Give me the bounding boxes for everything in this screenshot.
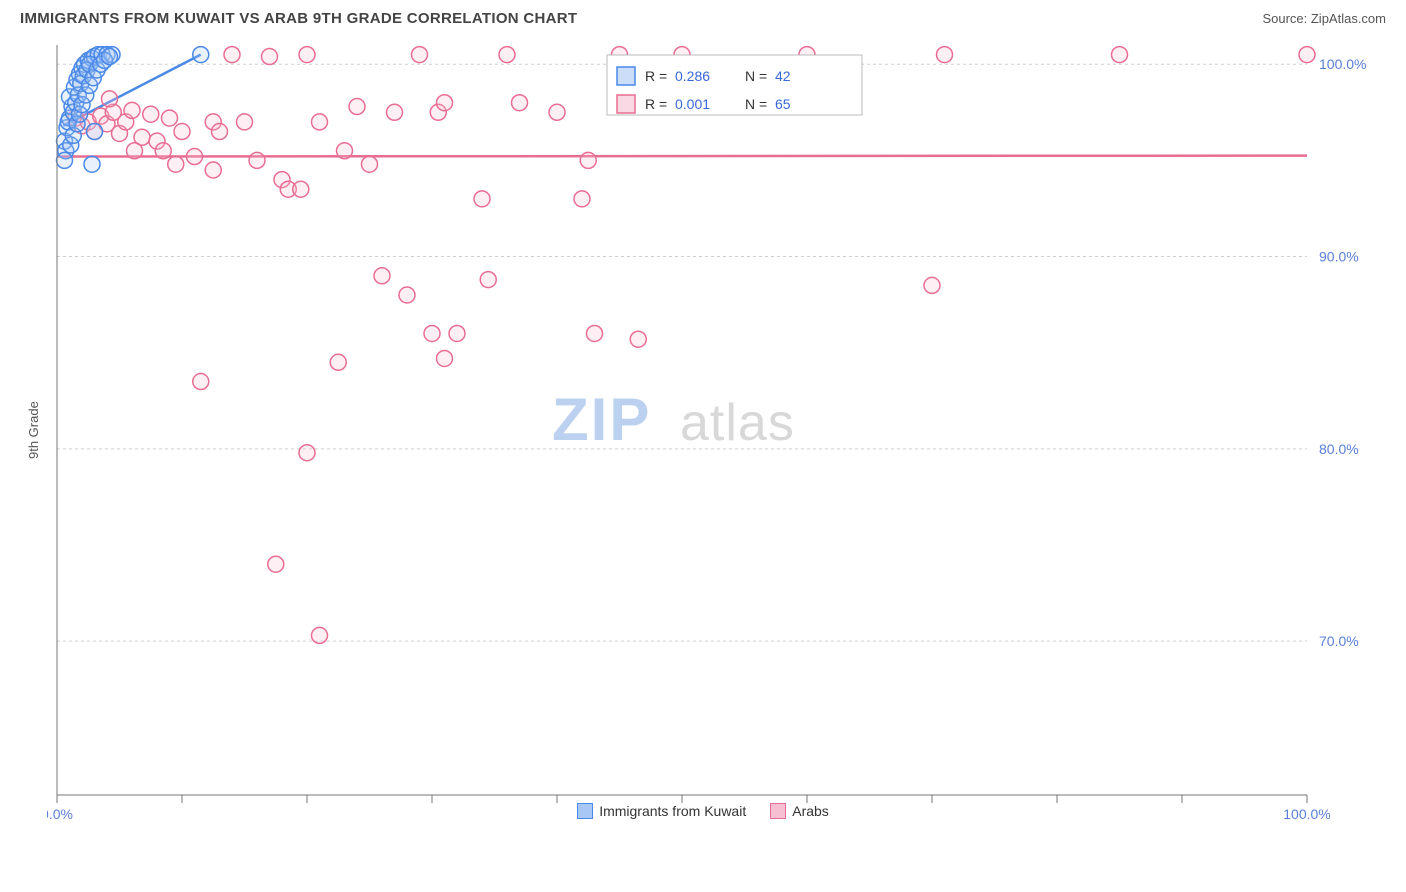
- svg-text:atlas: atlas: [680, 394, 795, 452]
- svg-text:70.0%: 70.0%: [1319, 633, 1359, 649]
- chart-title: IMMIGRANTS FROM KUWAIT VS ARAB 9TH GRADE…: [20, 10, 577, 27]
- y-axis-label: 9th Grade: [20, 35, 47, 825]
- svg-text:0.0%: 0.0%: [47, 806, 73, 822]
- svg-text:0.286: 0.286: [675, 68, 710, 84]
- header: IMMIGRANTS FROM KUWAIT VS ARAB 9TH GRADE…: [20, 10, 1386, 27]
- legend-label-kuwait: Immigrants from Kuwait: [599, 803, 746, 819]
- svg-text:N =: N =: [745, 96, 767, 112]
- legend-label-arabs: Arabs: [792, 803, 829, 819]
- source-attribution: Source: ZipAtlas.com: [1262, 11, 1386, 26]
- source-prefix: Source:: [1262, 11, 1310, 26]
- svg-text:80.0%: 80.0%: [1319, 441, 1359, 457]
- chart-container: 9th Grade 70.0% 80.0% 90.0% 100.0% ZIP atlas 0…: [20, 35, 1386, 825]
- svg-text:42: 42: [775, 68, 791, 84]
- svg-text:N =: N =: [745, 68, 767, 84]
- legend-item-kuwait: Immigrants from Kuwait: [577, 803, 746, 819]
- legend-swatch-arabs: [770, 803, 786, 819]
- svg-text:R =: R =: [645, 68, 667, 84]
- svg-text:R =: R =: [645, 96, 667, 112]
- svg-text:0.001: 0.001: [675, 96, 710, 112]
- source-name: ZipAtlas.com: [1311, 11, 1386, 26]
- legend-item-arabs: Arabs: [770, 803, 829, 819]
- svg-text:100.0%: 100.0%: [1283, 806, 1330, 822]
- legend-swatch-kuwait: [577, 803, 593, 819]
- svg-text:100.0%: 100.0%: [1319, 56, 1366, 72]
- svg-text:ZIP: ZIP: [552, 386, 651, 453]
- svg-text:65: 65: [775, 96, 791, 112]
- scatter-chart: 70.0% 80.0% 90.0% 100.0% ZIP atlas 0.0% 100.0% R…: [47, 35, 1377, 825]
- svg-text:90.0%: 90.0%: [1319, 249, 1359, 265]
